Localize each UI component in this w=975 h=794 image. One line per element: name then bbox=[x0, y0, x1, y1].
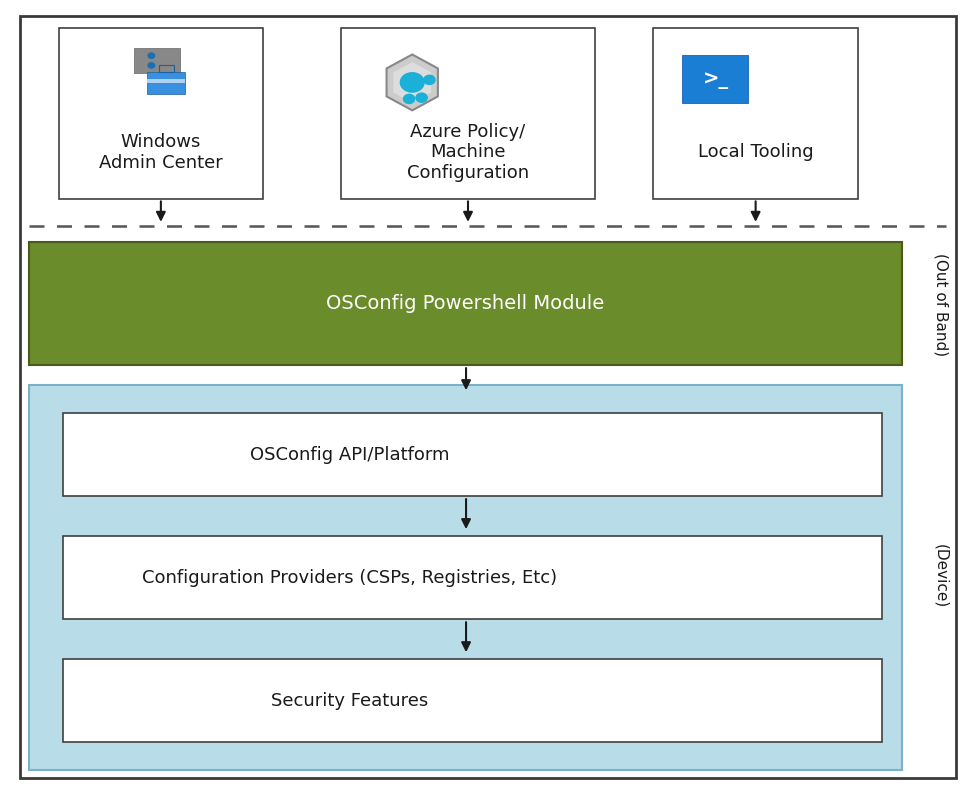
FancyBboxPatch shape bbox=[29, 242, 902, 365]
FancyBboxPatch shape bbox=[653, 28, 858, 198]
Text: Local Tooling: Local Tooling bbox=[698, 144, 813, 161]
Text: (Device): (Device) bbox=[933, 544, 949, 607]
FancyBboxPatch shape bbox=[63, 413, 882, 496]
Circle shape bbox=[148, 63, 155, 68]
Polygon shape bbox=[393, 62, 431, 102]
Text: >_: >_ bbox=[703, 70, 729, 88]
Circle shape bbox=[401, 73, 424, 92]
Text: Windows
Admin Center: Windows Admin Center bbox=[99, 133, 222, 172]
Polygon shape bbox=[386, 55, 438, 110]
Text: Azure Policy/
Machine
Configuration: Azure Policy/ Machine Configuration bbox=[407, 122, 529, 182]
Circle shape bbox=[424, 75, 435, 84]
Circle shape bbox=[404, 94, 414, 103]
FancyBboxPatch shape bbox=[134, 48, 180, 73]
FancyBboxPatch shape bbox=[682, 55, 748, 103]
Text: Security Features: Security Features bbox=[271, 692, 429, 710]
FancyBboxPatch shape bbox=[147, 79, 185, 83]
Text: OSConfig API/Platform: OSConfig API/Platform bbox=[251, 445, 449, 464]
Text: (Out of Band): (Out of Band) bbox=[933, 252, 949, 356]
FancyBboxPatch shape bbox=[63, 659, 882, 742]
FancyBboxPatch shape bbox=[29, 385, 902, 770]
FancyBboxPatch shape bbox=[63, 536, 882, 619]
FancyBboxPatch shape bbox=[20, 16, 956, 778]
FancyBboxPatch shape bbox=[147, 71, 185, 94]
Circle shape bbox=[416, 93, 427, 102]
Circle shape bbox=[148, 53, 155, 58]
FancyBboxPatch shape bbox=[58, 28, 263, 198]
Text: Configuration Providers (CSPs, Registries, Etc): Configuration Providers (CSPs, Registrie… bbox=[142, 569, 558, 587]
Text: OSConfig Powershell Module: OSConfig Powershell Module bbox=[327, 295, 604, 313]
FancyBboxPatch shape bbox=[341, 28, 595, 198]
